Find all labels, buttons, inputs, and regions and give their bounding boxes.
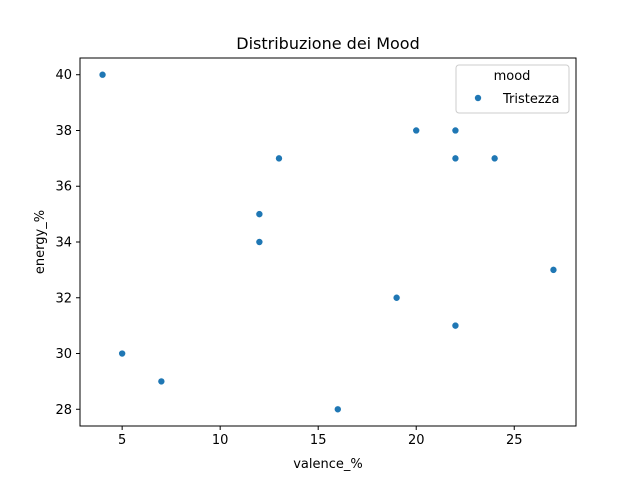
scatter-point (334, 405, 342, 414)
scatter-point (451, 126, 460, 135)
legend-marker-tristezza (474, 94, 482, 102)
y-tick-label: 30 (55, 347, 72, 362)
y-tick-label: 34 (55, 236, 72, 251)
scatter-point (451, 321, 460, 330)
plot-area-frame (79, 57, 577, 427)
scatter-point (255, 210, 264, 218)
scatter-point (392, 293, 401, 302)
legend: mood Tristezza (455, 64, 570, 114)
y-tick-label: 36 (55, 180, 72, 195)
scatter-point (412, 126, 421, 135)
x-axis-label: valence_% (293, 457, 363, 472)
chart-title: Distribuzione dei Mood (236, 34, 419, 53)
scatter-point (451, 154, 460, 163)
scatter-point (275, 154, 283, 163)
x-tick-label: 25 (506, 433, 523, 448)
legend-box (455, 64, 570, 114)
scatter-point (549, 266, 558, 274)
x-tick-label: 20 (408, 433, 425, 448)
scatter-point (98, 70, 107, 79)
y-tick-label: 40 (55, 68, 72, 83)
legend-title: mood (494, 69, 531, 84)
x-tick-label: 10 (212, 433, 229, 448)
y-tick-label: 28 (55, 403, 72, 418)
x-tick-label: 15 (310, 433, 327, 448)
data-points (98, 70, 558, 414)
y-axis-label: energy_% (33, 210, 48, 274)
x-tick-label: 5 (118, 433, 126, 448)
y-axis-ticks: 28 30 32 34 36 38 40 (55, 68, 80, 418)
scatter-point (118, 349, 126, 358)
y-tick-label: 38 (55, 124, 72, 139)
x-axis-ticks: 5 10 15 20 25 (118, 426, 523, 448)
scatter-point (255, 238, 264, 246)
y-tick-label: 32 (55, 291, 72, 306)
scatter-point (490, 154, 499, 163)
legend-entry-tristezza: Tristezza (502, 92, 559, 107)
scatter-point (157, 377, 166, 386)
